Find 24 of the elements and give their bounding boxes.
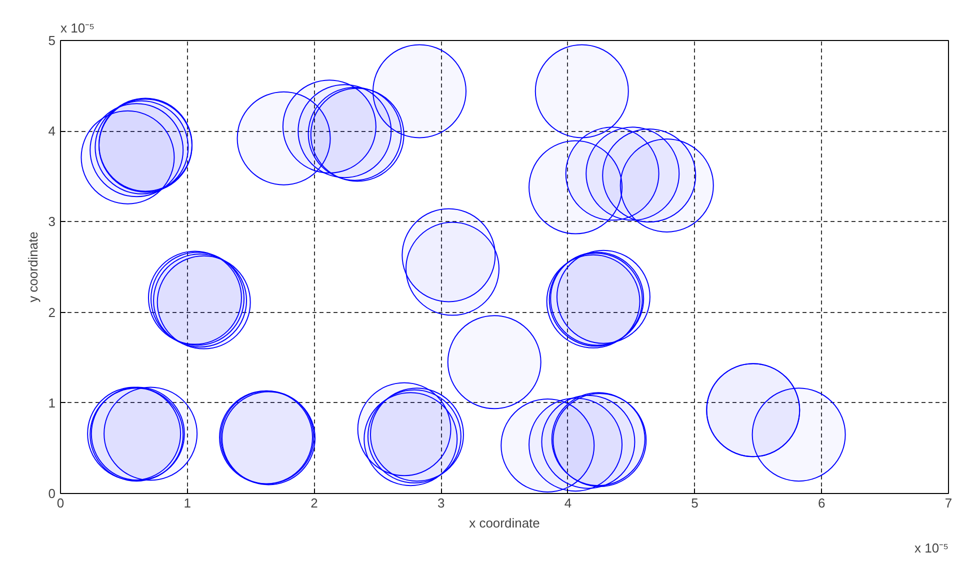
y-tick-label: 5: [48, 33, 56, 48]
point: [534, 44, 629, 138]
x-tick-label: 3: [437, 496, 445, 510]
y-tick-label: 1: [48, 395, 56, 410]
point: [104, 386, 198, 481]
point: [620, 138, 714, 232]
y-tick-label: 3: [48, 214, 56, 230]
x-tick-label: 6: [818, 496, 826, 510]
x-tick-label: 7: [944, 496, 952, 510]
point: [752, 388, 846, 482]
point: [405, 222, 500, 316]
y-tick-label: 2: [48, 304, 56, 320]
x-tick-label: 4: [564, 496, 572, 510]
point: [447, 315, 542, 410]
text: x 10⁻⁵: [60, 20, 94, 36]
text: x 10⁻⁵: [914, 540, 949, 556]
y-axis-title: y coordinate: [25, 232, 40, 302]
x-tick-label: 1: [184, 496, 191, 510]
point: [372, 44, 467, 138]
y-tick-label: 0: [48, 486, 56, 501]
y-tick-label: 4: [48, 124, 56, 139]
x-tick-label: 5: [691, 496, 698, 510]
x-axis-title: x coordinate: [469, 516, 540, 530]
x-tick-label: 2: [310, 496, 318, 510]
